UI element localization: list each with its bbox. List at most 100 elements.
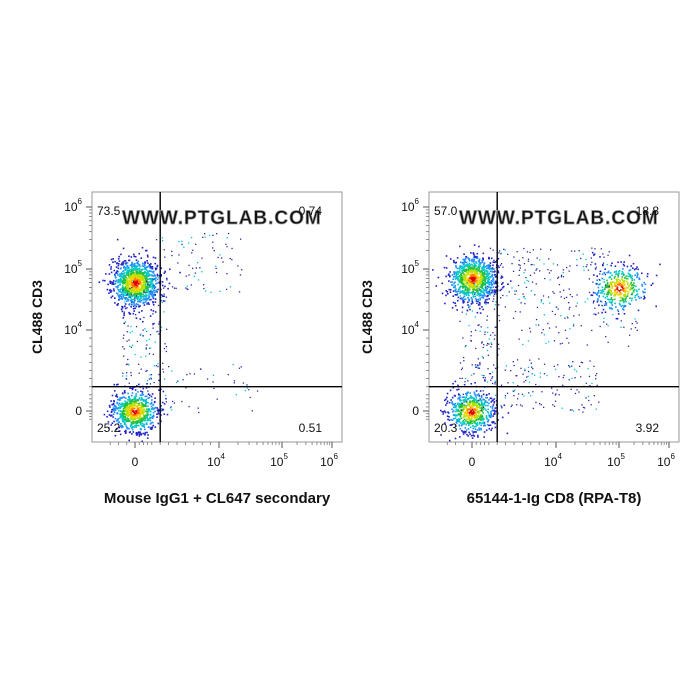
event-dot — [514, 310, 517, 313]
event-dot — [462, 393, 464, 395]
event-dot — [147, 405, 149, 407]
event-dot — [134, 277, 137, 280]
event-dot — [628, 284, 630, 287]
event-dot — [446, 415, 449, 417]
event-dot — [150, 401, 153, 404]
event-dot — [153, 322, 155, 325]
event-dot — [491, 371, 494, 373]
event-dot — [468, 324, 470, 327]
event-dot — [481, 395, 483, 397]
event-dot — [454, 284, 456, 287]
event-dot — [454, 289, 457, 292]
event-dot — [475, 298, 478, 301]
event-dot — [587, 395, 590, 397]
event-dot — [477, 278, 479, 280]
event-dot — [130, 285, 132, 287]
event-dot — [477, 367, 479, 369]
event-dot — [143, 275, 145, 278]
event-dot — [481, 271, 483, 273]
event-dot — [557, 308, 559, 310]
event-dot — [484, 299, 487, 301]
event-dot — [130, 298, 132, 300]
event-dot — [445, 290, 448, 292]
event-dot — [478, 269, 480, 272]
event-dot — [110, 411, 113, 413]
event-dot — [147, 397, 149, 400]
event-dot — [453, 273, 456, 276]
event-dot — [612, 313, 614, 316]
event-dot — [127, 284, 130, 286]
event-dot — [157, 330, 159, 333]
event-dot — [466, 392, 469, 394]
event-dot — [445, 255, 448, 257]
event-dot — [116, 293, 119, 295]
event-dot — [489, 373, 492, 375]
event-dot — [470, 266, 473, 268]
event-dot — [147, 281, 150, 283]
event-dot — [480, 413, 482, 416]
event-dot — [618, 272, 620, 275]
event-dot — [142, 406, 144, 409]
event-dot — [492, 422, 494, 424]
event-dot — [130, 405, 132, 407]
event-dot — [124, 269, 126, 271]
event-dot — [142, 335, 144, 337]
event-dot — [165, 401, 167, 403]
event-dot — [480, 401, 483, 404]
event-dot — [482, 346, 484, 349]
event-dot — [130, 426, 132, 428]
event-dot — [529, 359, 531, 361]
event-dot — [160, 414, 162, 416]
event-dot — [455, 272, 458, 274]
event-dot — [142, 279, 144, 282]
event-dot — [455, 276, 458, 279]
event-dot — [627, 292, 629, 295]
event-dot — [576, 294, 578, 296]
event-dot — [106, 288, 109, 291]
event-dot — [227, 232, 230, 235]
event-dot — [162, 408, 165, 411]
event-dot — [473, 400, 476, 403]
event-dot — [146, 260, 148, 262]
event-dot — [120, 405, 123, 408]
event-dot — [468, 291, 471, 294]
event-dot — [479, 272, 482, 274]
event-dot — [118, 290, 120, 293]
event-dot — [471, 417, 473, 419]
event-dot — [473, 257, 475, 259]
event-dot — [122, 413, 125, 416]
event-dot — [124, 421, 126, 424]
event-dot — [126, 293, 129, 295]
event-dot — [492, 300, 494, 302]
event-dot — [446, 400, 449, 403]
event-dot — [449, 389, 452, 392]
event-dot — [591, 329, 593, 332]
event-dot — [203, 287, 205, 290]
event-dot — [646, 275, 649, 278]
event-dot — [562, 376, 564, 379]
event-dot — [459, 418, 461, 420]
event-dot — [127, 412, 129, 415]
event-dot — [453, 417, 455, 420]
event-dot — [634, 318, 636, 320]
event-dot — [477, 290, 480, 292]
event-dot — [477, 286, 479, 289]
event-dot — [506, 432, 509, 435]
event-dot — [472, 259, 475, 261]
event-dot — [524, 269, 526, 271]
event-dot — [148, 396, 151, 399]
event-dot — [453, 394, 456, 397]
event-dot — [621, 297, 624, 300]
event-dot — [151, 290, 154, 293]
event-dot — [143, 286, 146, 289]
event-dot — [483, 375, 485, 377]
event-dot — [463, 399, 465, 402]
event-dot — [633, 288, 636, 291]
event-dot — [463, 292, 466, 294]
event-dot — [117, 285, 119, 288]
event-dot — [610, 292, 612, 294]
event-dot — [472, 265, 475, 267]
event-dot — [114, 282, 117, 285]
event-dot — [108, 427, 110, 429]
event-dot — [468, 260, 471, 262]
